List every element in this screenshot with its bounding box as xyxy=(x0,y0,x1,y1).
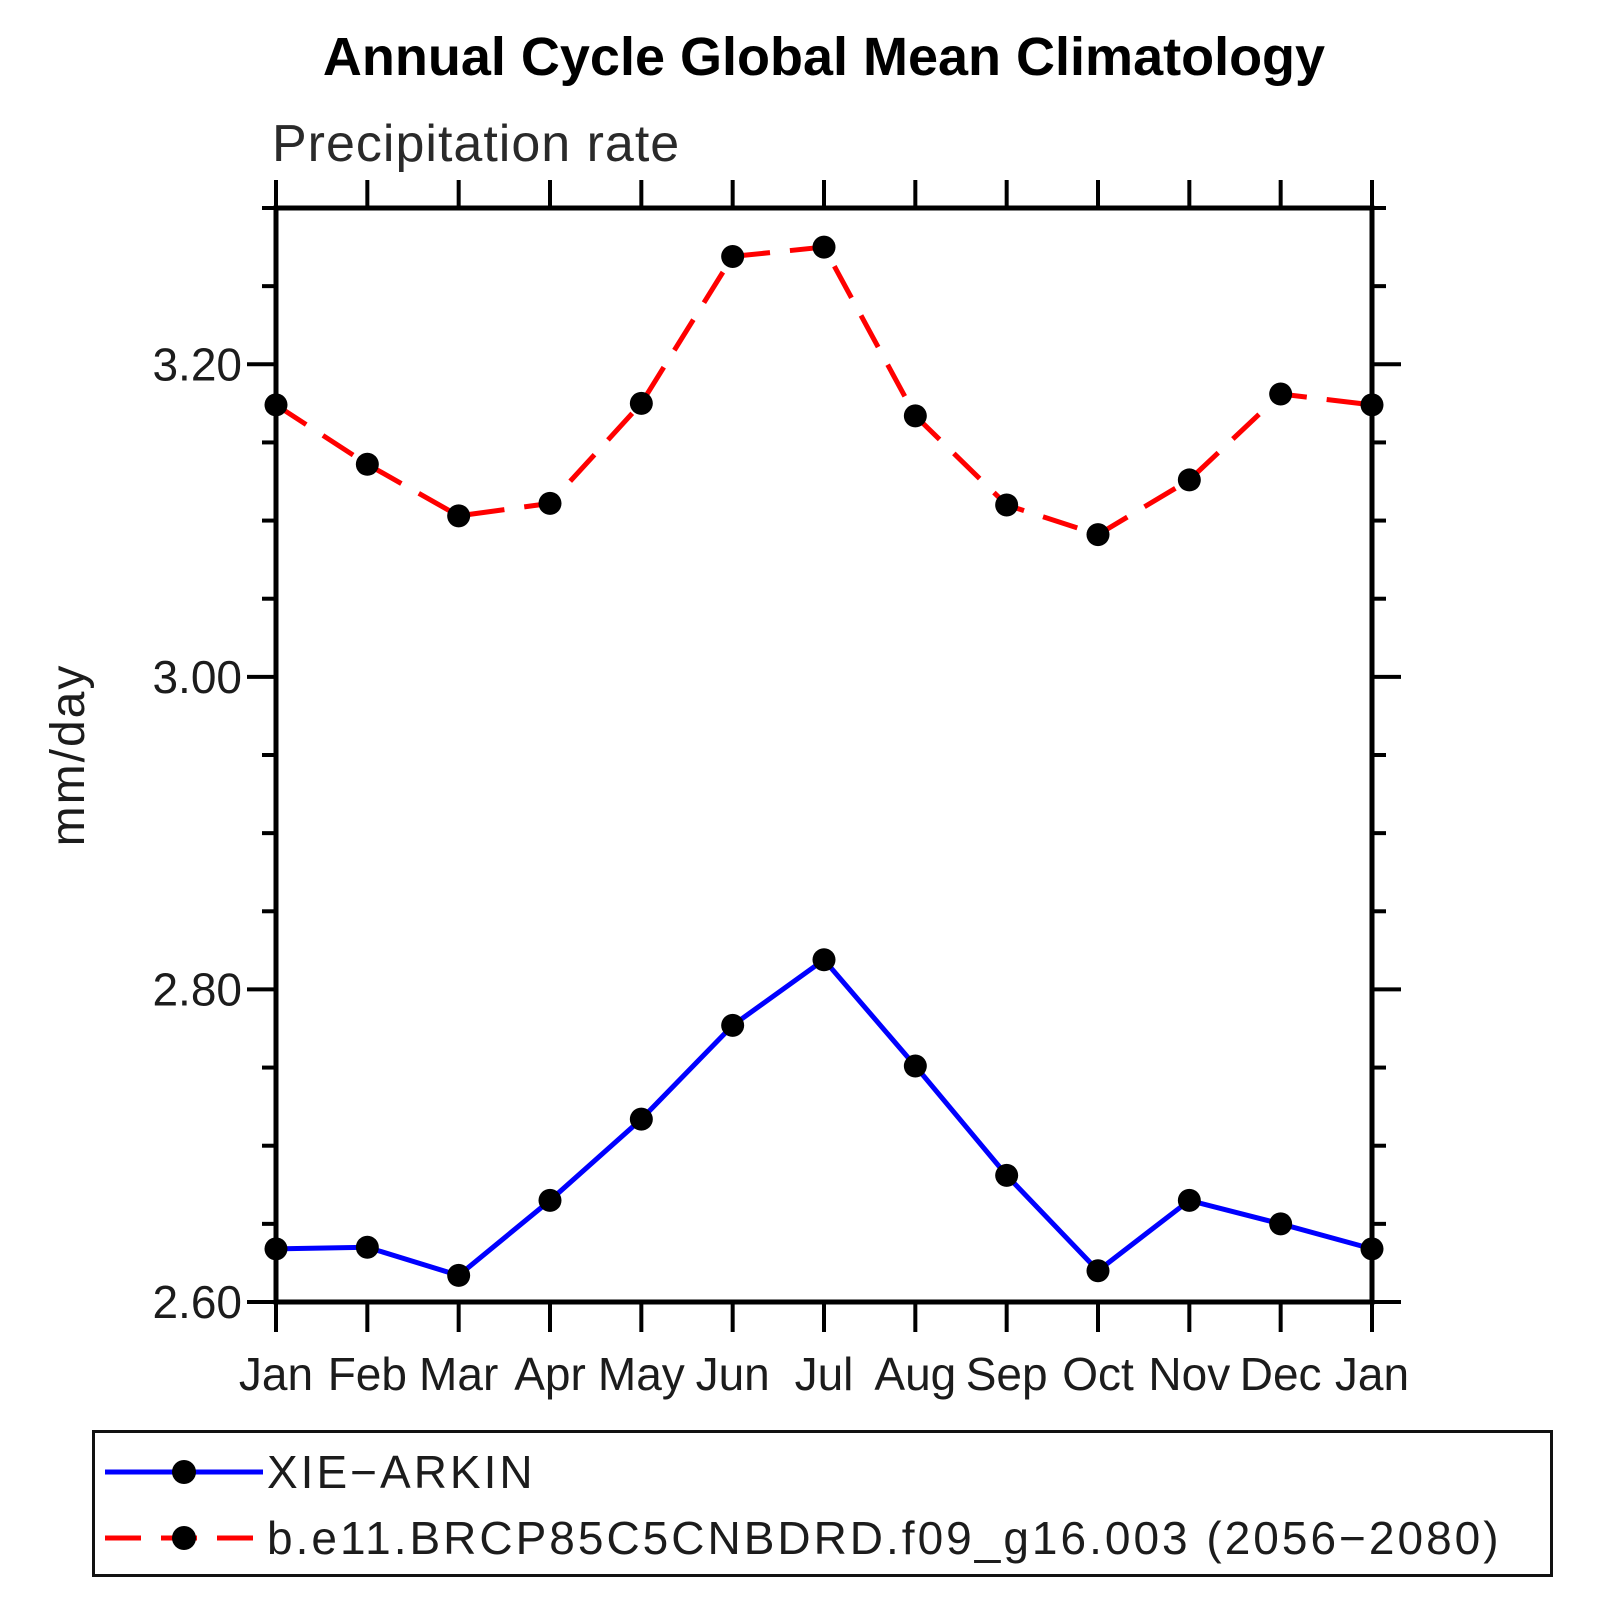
data-point-marker xyxy=(995,1163,1019,1187)
chart-subtitle: Precipitation rate xyxy=(272,115,681,173)
chart-title: Annual Cycle Global Mean Climatology xyxy=(322,27,1326,87)
data-point-marker xyxy=(355,452,379,476)
x-tick-label: Sep xyxy=(966,1348,1048,1400)
legend-item-xie-arkin: XIE−ARKIN xyxy=(99,1442,536,1502)
x-tick-label: Jan xyxy=(239,1348,313,1400)
y-tick-label: 2.60 xyxy=(152,1276,242,1328)
data-point-marker xyxy=(812,235,836,259)
legend: XIE−ARKIN b.e11.BRCP85C5CNBDRD.f09_g16.0… xyxy=(92,1430,1553,1577)
data-point-marker xyxy=(1360,393,1384,417)
data-point-marker xyxy=(538,1188,562,1212)
legend-line-sample-dashed xyxy=(105,1526,263,1550)
legend-marker-icon xyxy=(172,1460,196,1484)
series-line-dashed xyxy=(274,244,1373,538)
x-tick-label: Jul xyxy=(795,1348,854,1400)
data-point-marker xyxy=(447,504,471,528)
data-point-marker xyxy=(903,404,927,428)
x-tick-label: Jan xyxy=(1335,1348,1409,1400)
data-point-marker xyxy=(721,244,745,268)
y-tick-label: 3.00 xyxy=(152,651,242,703)
series-line-solid xyxy=(275,956,1373,1279)
data-point-marker xyxy=(1360,1237,1384,1261)
data-point-marker xyxy=(629,1107,653,1131)
data-point-marker xyxy=(447,1263,471,1287)
legend-label: XIE−ARKIN xyxy=(267,1446,536,1498)
x-tick-label: Aug xyxy=(874,1348,956,1400)
data-point-marker xyxy=(1177,468,1201,492)
legend-item-model-run: b.e11.BRCP85C5CNBDRD.f09_g16.003 (2056−2… xyxy=(99,1508,1502,1568)
data-point-marker xyxy=(264,1237,288,1261)
data-point-marker xyxy=(1177,1188,1201,1212)
plot-frame xyxy=(273,205,1375,1305)
y-tick-label: 3.20 xyxy=(152,338,242,390)
y-axis-title: mm/day xyxy=(42,664,95,847)
legend-marker-icon xyxy=(172,1526,196,1550)
data-point-marker xyxy=(1086,523,1110,547)
x-tick-label: Oct xyxy=(1062,1348,1134,1400)
data-point-marker xyxy=(355,1235,379,1259)
data-point-marker xyxy=(812,948,836,972)
legend-line-sample-solid xyxy=(105,1460,263,1484)
x-tick-label: Nov xyxy=(1148,1348,1230,1400)
x-tick-label: Dec xyxy=(1240,1348,1322,1400)
data-point-marker xyxy=(995,493,1019,517)
data-point-marker xyxy=(629,391,653,415)
data-point-marker xyxy=(1269,1212,1293,1236)
data-point-marker xyxy=(721,1013,745,1037)
data-point-marker xyxy=(538,491,562,515)
legend-label: b.e11.BRCP85C5CNBDRD.f09_g16.003 (2056−2… xyxy=(267,1512,1502,1564)
x-tick-label: Feb xyxy=(328,1348,407,1400)
x-tick-label: Apr xyxy=(514,1348,586,1400)
data-point-marker xyxy=(264,393,288,417)
data-point-marker xyxy=(903,1054,927,1078)
x-tick-label: Mar xyxy=(419,1348,498,1400)
x-tick-label: May xyxy=(598,1348,685,1400)
data-point-marker xyxy=(1086,1259,1110,1283)
data-point-marker xyxy=(1269,382,1293,406)
y-tick-label: 2.80 xyxy=(152,963,242,1015)
x-tick-label: Jun xyxy=(696,1348,770,1400)
